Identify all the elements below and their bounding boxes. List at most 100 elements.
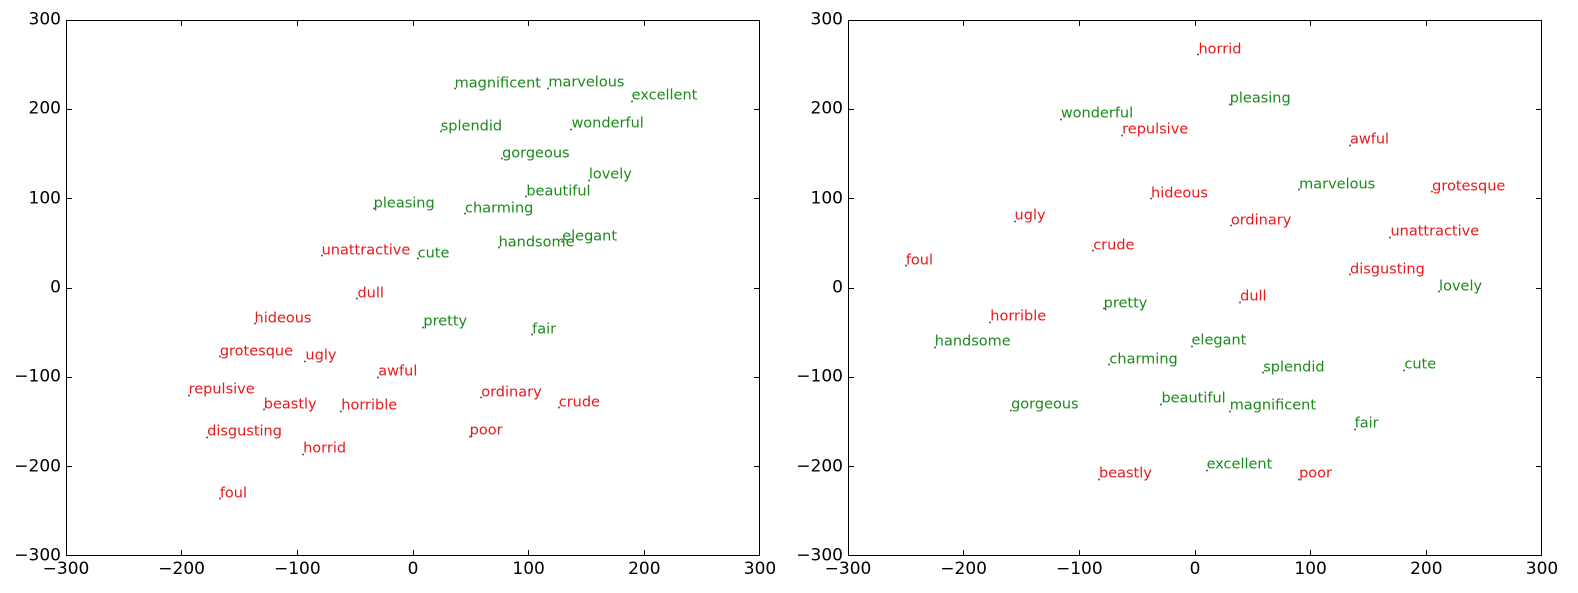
x-tick-mark xyxy=(412,20,414,26)
word-text: charming xyxy=(1109,351,1178,368)
word-text: beautiful xyxy=(526,183,591,200)
word-label-negative: awful xyxy=(377,365,417,380)
y-tick-mark xyxy=(754,287,760,289)
word-label-positive: beautiful xyxy=(1160,391,1226,407)
x-tick-label: 300 xyxy=(1525,559,1559,579)
word-text: wonderful xyxy=(571,115,644,132)
word-label-negative: grotesque xyxy=(218,343,294,360)
word-label-negative: repulsive xyxy=(1121,123,1188,138)
x-tick-mark xyxy=(181,550,183,556)
word-label-positive: wonderful xyxy=(1059,107,1133,122)
y-tick-mark xyxy=(754,108,760,110)
word-label-negative: crude xyxy=(557,394,600,411)
word-label-negative: crude xyxy=(1092,238,1134,253)
word-text: grotesque xyxy=(1432,178,1506,195)
y-tick-mark xyxy=(754,466,760,468)
word-text: unattractive xyxy=(1390,223,1480,240)
word-text: magnificent xyxy=(454,75,541,92)
y-tick-mark xyxy=(1536,466,1542,468)
y-tick-mark xyxy=(1536,108,1542,110)
word-label-negative: dull xyxy=(1239,290,1267,305)
word-label-positive: pretty xyxy=(1102,296,1147,311)
data-point-marker xyxy=(1150,197,1153,200)
word-label-negative: disgusting xyxy=(206,425,282,440)
y-tick-mark xyxy=(66,198,72,200)
word-label-positive: splendid xyxy=(1262,360,1325,375)
word-text: ugly xyxy=(305,347,337,364)
word-text: crude xyxy=(558,394,600,411)
word-text: horrid xyxy=(1198,41,1242,58)
word-label-negative: ugly xyxy=(1013,208,1046,224)
word-label-negative: awful xyxy=(1348,132,1389,148)
data-point-marker xyxy=(453,87,456,90)
x-tick-label: 100 xyxy=(1294,559,1327,579)
x-tick-mark xyxy=(1078,20,1080,26)
word-text: charming xyxy=(465,200,534,217)
x-tick-mark xyxy=(1425,20,1427,26)
x-tick-mark xyxy=(1310,20,1312,26)
word-label-positive: lovely xyxy=(587,167,632,183)
y-tick-label: 0 xyxy=(832,277,843,298)
data-point-marker xyxy=(377,376,380,379)
y-tick-label: −200 xyxy=(14,456,61,477)
word-text: unattractive xyxy=(321,242,411,259)
word-label-positive: pleasing xyxy=(372,195,435,212)
word-label-positive: pretty xyxy=(422,315,467,330)
data-point-marker xyxy=(933,346,936,349)
y-tick-label: −300 xyxy=(14,545,61,566)
y-tick-mark xyxy=(848,287,854,289)
word-label-negative: foul xyxy=(218,486,247,501)
y-tick-mark xyxy=(754,376,760,378)
word-label-negative: horrid xyxy=(302,440,347,457)
word-text: grotesque xyxy=(219,343,294,360)
y-tick-label: −300 xyxy=(796,545,843,566)
y-tick-label: −100 xyxy=(14,366,61,387)
data-point-marker xyxy=(1228,103,1231,106)
word-text: lovely xyxy=(1439,278,1483,295)
word-text: repulsive xyxy=(188,381,255,398)
word-label-negative: ordinary xyxy=(480,384,542,401)
x-tick-label: −300 xyxy=(824,559,872,579)
word-text: handsome xyxy=(934,333,1011,350)
word-label-positive: elegant xyxy=(1190,333,1246,349)
word-text: splendid xyxy=(440,118,503,135)
word-text: pleasing xyxy=(373,195,435,212)
word-label-positive: excellent xyxy=(1205,456,1273,473)
word-label-negative: ordinary xyxy=(1229,213,1291,228)
data-point-marker xyxy=(1121,134,1124,137)
word-text: ordinary xyxy=(481,384,542,401)
x-tick-mark xyxy=(643,550,645,556)
word-label-negative: beastly xyxy=(1097,467,1152,482)
word-text: excellent xyxy=(1206,456,1273,473)
data-point-marker xyxy=(1197,53,1200,56)
word-label-positive: marvelous xyxy=(547,75,624,91)
x-tick-label: −100 xyxy=(273,559,321,579)
x-tick-label: 200 xyxy=(1410,559,1443,579)
data-point-marker xyxy=(1092,249,1095,252)
data-point-marker xyxy=(302,453,305,456)
data-point-marker xyxy=(630,100,633,103)
data-point-marker xyxy=(1239,301,1242,304)
word-label-positive: excellent xyxy=(630,89,697,104)
data-point-marker xyxy=(557,406,560,409)
word-label-positive: handsome xyxy=(933,333,1011,350)
word-label-negative: hideous xyxy=(1150,186,1208,201)
word-label-positive: charming xyxy=(464,200,534,217)
word-text: poor xyxy=(469,422,503,439)
y-tick-mark xyxy=(66,466,72,468)
data-point-marker xyxy=(1097,478,1100,481)
data-point-marker xyxy=(1010,409,1013,412)
word-text: horrid xyxy=(303,440,347,457)
data-point-marker xyxy=(218,355,221,358)
left-scatter-panel: −300 −200 −100 0 100 200 300 −300 −200 −100 0 100 20… xyxy=(14,11,776,579)
word-label-positive: fair xyxy=(1353,417,1379,432)
x-tick-label: −200 xyxy=(940,559,988,579)
y-tick-mark xyxy=(754,198,760,200)
word-text: beastly xyxy=(263,396,317,413)
word-text: pleasing xyxy=(1229,90,1291,107)
x-tick-mark xyxy=(1194,550,1196,556)
y-tick-label: −200 xyxy=(796,456,843,477)
word-label-negative: horrible xyxy=(340,399,397,414)
y-tick-mark xyxy=(848,376,854,378)
x-tick-label: 200 xyxy=(628,559,661,579)
